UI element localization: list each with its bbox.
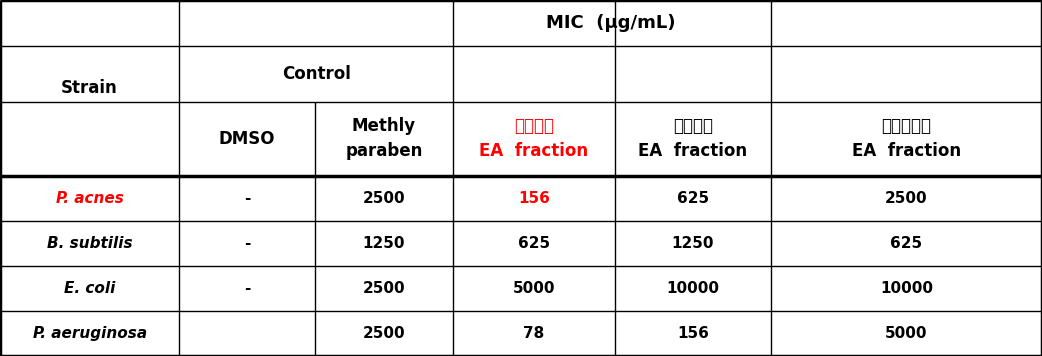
Text: 2500: 2500 [363, 326, 405, 341]
Text: 중국감초
EA  fraction: 중국감초 EA fraction [639, 117, 747, 161]
Text: 1250: 1250 [672, 236, 714, 251]
Text: 10000: 10000 [667, 281, 719, 296]
Text: 625: 625 [891, 236, 922, 251]
Text: 1250: 1250 [363, 236, 405, 251]
Text: DMSO: DMSO [219, 130, 275, 148]
Text: B. subtilis: B. subtilis [47, 236, 132, 251]
Text: 625: 625 [518, 236, 550, 251]
Text: P. aeruginosa: P. aeruginosa [32, 326, 147, 341]
Text: 10000: 10000 [880, 281, 933, 296]
Text: -: - [244, 191, 250, 206]
Text: Methly
paraben: Methly paraben [345, 117, 423, 161]
Text: 2500: 2500 [363, 191, 405, 206]
Text: 우즈벡감초
EA  fraction: 우즈벡감초 EA fraction [852, 117, 961, 161]
Text: 156: 156 [518, 191, 550, 206]
Text: P. acnes: P. acnes [55, 191, 124, 206]
Text: 156: 156 [677, 326, 709, 341]
Text: 2500: 2500 [886, 191, 927, 206]
Text: 5000: 5000 [886, 326, 927, 341]
Text: MIC  (μg/mL): MIC (μg/mL) [546, 14, 675, 32]
Text: 625: 625 [677, 191, 709, 206]
Text: 2500: 2500 [363, 281, 405, 296]
Text: 제천감초
EA  fraction: 제천감초 EA fraction [479, 117, 589, 161]
Text: Control: Control [281, 65, 351, 83]
Text: 5000: 5000 [513, 281, 555, 296]
Text: -: - [244, 281, 250, 296]
Text: -: - [244, 236, 250, 251]
Text: 78: 78 [523, 326, 545, 341]
Text: Strain: Strain [61, 79, 118, 97]
Text: E. coli: E. coli [64, 281, 116, 296]
